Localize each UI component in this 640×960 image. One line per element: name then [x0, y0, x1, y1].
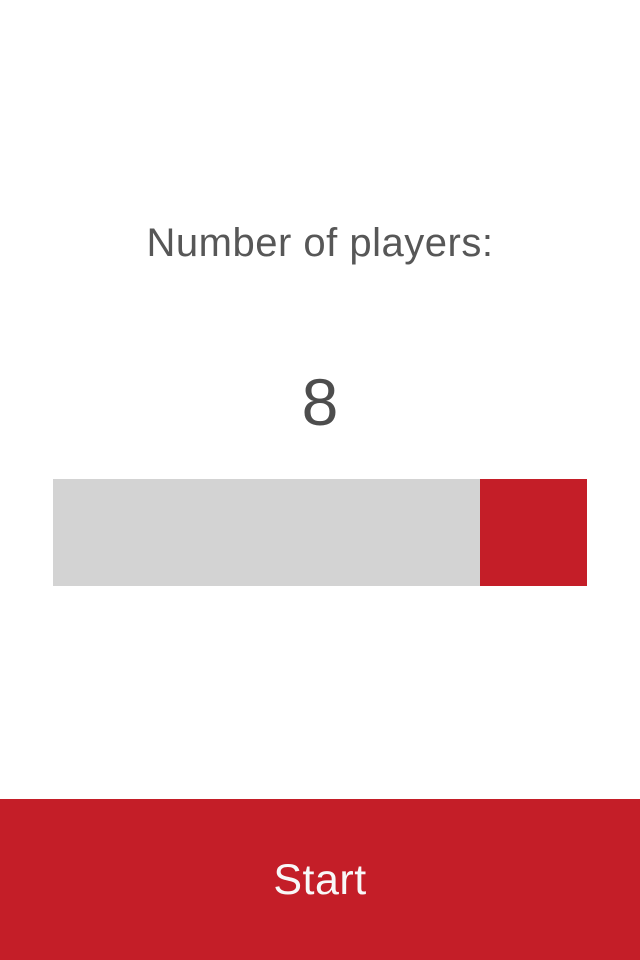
- start-button[interactable]: Start: [0, 799, 640, 960]
- start-button-label: Start: [273, 855, 367, 904]
- players-label: Number of players:: [146, 221, 494, 265]
- slider-thumb[interactable]: [480, 479, 587, 586]
- players-count-value: 8: [301, 365, 339, 439]
- players-slider[interactable]: [53, 479, 587, 586]
